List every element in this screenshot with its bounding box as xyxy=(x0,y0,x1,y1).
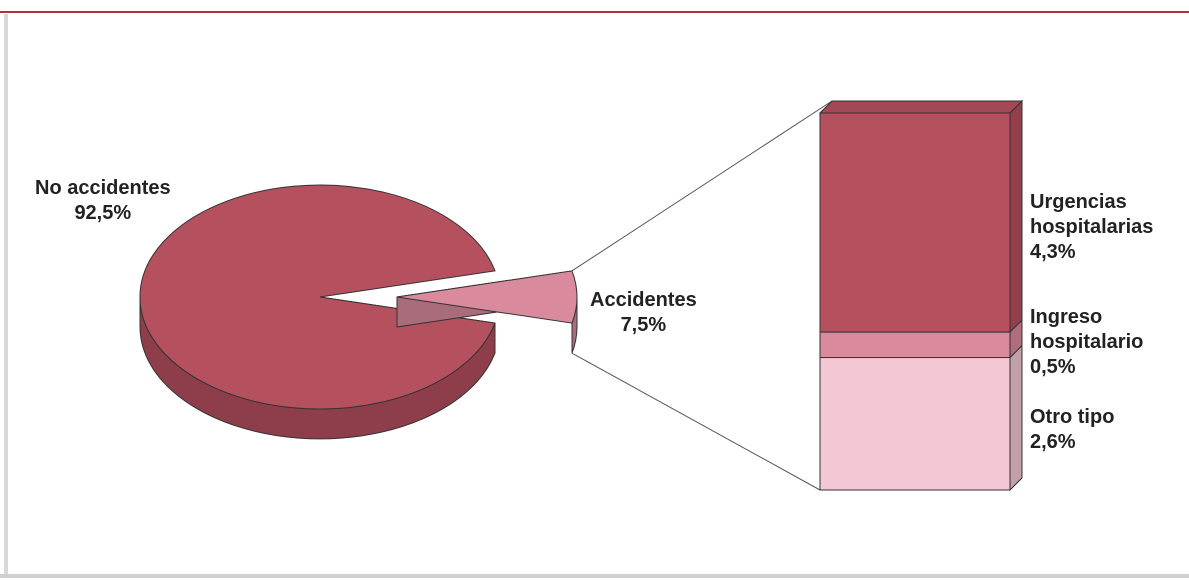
bar-name: Ingreso hospitalario xyxy=(1030,306,1144,353)
bar-label: Ingreso hospitalario 0,5% xyxy=(1030,305,1189,380)
bar-label: Urgencias hospitalarias 4,3% xyxy=(1030,190,1189,265)
slice-name: No accidentes xyxy=(35,177,171,199)
bar-segment xyxy=(819,318,1023,359)
bar-segment xyxy=(818,99,1024,334)
connector xyxy=(571,100,833,272)
slice-label: Accidentes 7,5% xyxy=(590,288,697,338)
slice-value: 92,5% xyxy=(74,202,132,224)
slice-name: Accidentes xyxy=(590,289,697,311)
bar-segment xyxy=(819,344,1023,492)
bar-front xyxy=(819,331,1011,359)
bar-front xyxy=(819,357,1011,491)
bar-name: Urgencias hospitalarias xyxy=(1030,191,1154,238)
connector xyxy=(571,352,821,491)
bar-top xyxy=(818,100,1024,114)
bar-side xyxy=(1009,344,1023,492)
bar-label: Otro tipo 2,6% xyxy=(1030,405,1189,455)
bar-name: Otro tipo xyxy=(1030,406,1115,428)
bar-value: 4,3% xyxy=(1030,241,1076,263)
slice-top xyxy=(396,270,578,324)
pie-slice xyxy=(396,270,578,354)
slice-top xyxy=(139,184,496,410)
bar-front xyxy=(819,112,1011,333)
bar-value: 0,5% xyxy=(1030,356,1076,378)
bar-side xyxy=(1009,99,1023,334)
bar-value: 2,6% xyxy=(1030,431,1076,453)
slice-label: No accidentes 92,5% xyxy=(35,176,171,226)
slice-value: 7,5% xyxy=(620,314,667,336)
